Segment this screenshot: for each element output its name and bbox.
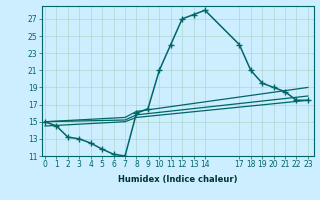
X-axis label: Humidex (Indice chaleur): Humidex (Indice chaleur) [118, 175, 237, 184]
